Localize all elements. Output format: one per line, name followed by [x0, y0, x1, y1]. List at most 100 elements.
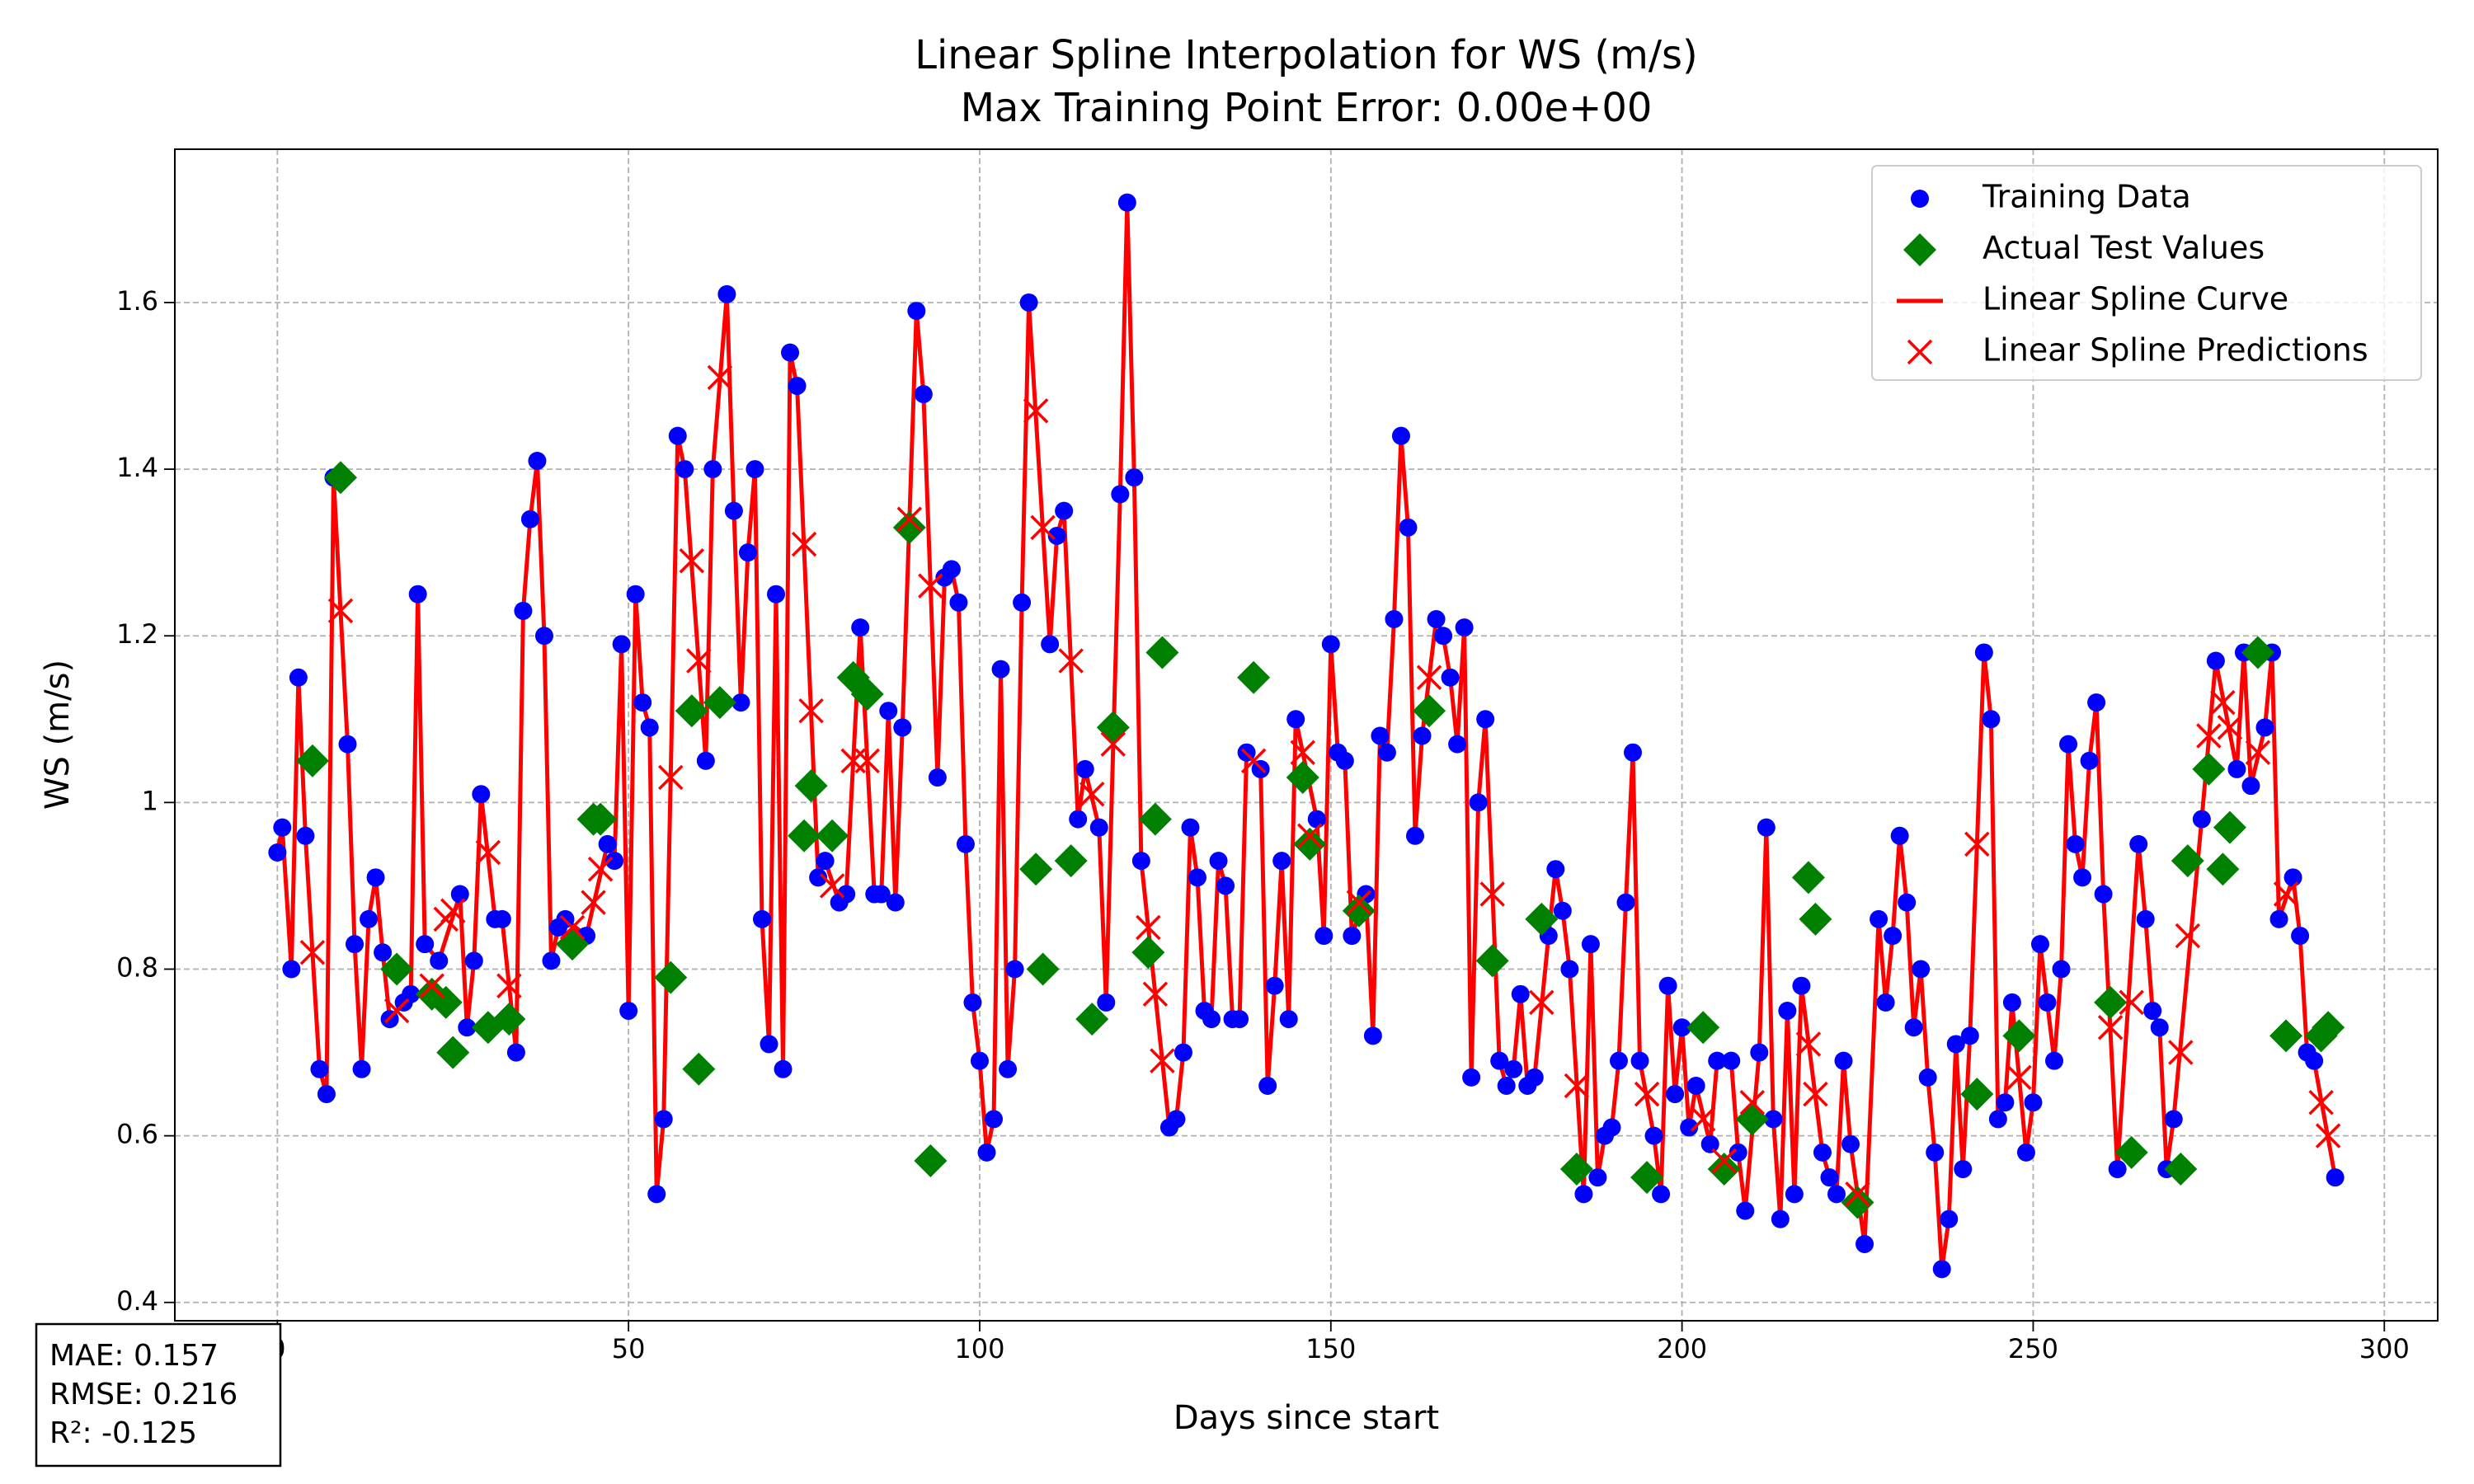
point: [419, 973, 444, 998]
stats-box: MAE: 0.157 RMSE: 0.216 R²: -0.125: [35, 1322, 282, 1468]
point: [1764, 1110, 1783, 1129]
x-axis-label: Days since start: [1174, 1399, 1439, 1437]
point: [1497, 1076, 1516, 1095]
point: [675, 460, 694, 479]
point: [1075, 759, 1094, 778]
point: [1792, 976, 1811, 995]
point: [1736, 1201, 1755, 1220]
point: [1019, 293, 1038, 312]
point: [612, 635, 631, 654]
point: [1286, 761, 1319, 795]
point: [1750, 1043, 1769, 1062]
point: [1055, 501, 1074, 520]
point: [731, 693, 750, 712]
point: [587, 856, 614, 882]
point: [914, 385, 933, 404]
point: [1996, 1093, 2015, 1112]
point: [1145, 636, 1179, 669]
point: [1005, 960, 1024, 979]
point: [1525, 1068, 1544, 1087]
point: [1845, 1181, 1870, 1207]
point: [2038, 993, 2057, 1012]
point: [1904, 1018, 1923, 1037]
point: [1602, 1118, 1621, 1137]
point: [289, 668, 308, 687]
point: [1258, 1076, 1277, 1095]
point: [1954, 1160, 1973, 1179]
y-tick-label: 0.4: [116, 1285, 158, 1317]
point: [1644, 1126, 1663, 1145]
point: [2171, 844, 2204, 878]
point: [1075, 1003, 1109, 1036]
point: [1413, 726, 1432, 745]
point: [2241, 777, 2260, 796]
point: [1041, 635, 1060, 654]
plot-area: [268, 193, 2345, 1279]
point: [1711, 1148, 1737, 1174]
point: [2284, 868, 2302, 887]
point: [963, 993, 982, 1012]
point: [2129, 834, 2148, 853]
point: [1089, 818, 1108, 837]
point: [658, 764, 684, 791]
point: [458, 1018, 477, 1037]
point: [1884, 927, 1903, 946]
point: [2164, 1110, 2183, 1129]
point: [1335, 751, 1354, 770]
point: [1399, 518, 1418, 537]
point: [1307, 810, 1326, 829]
legend-marker: [1907, 339, 1933, 365]
point: [282, 960, 301, 979]
point: [2326, 1168, 2345, 1187]
point: [1960, 1078, 1994, 1111]
point: [896, 506, 923, 532]
y-tick-label: 1.2: [116, 618, 158, 650]
point: [1974, 643, 1993, 662]
point: [1434, 627, 1453, 646]
point: [380, 952, 414, 986]
point: [774, 1059, 793, 1078]
point: [640, 718, 659, 737]
point: [1479, 881, 1505, 907]
point: [2024, 1093, 2043, 1112]
point: [1686, 1011, 1720, 1045]
point: [752, 909, 771, 928]
point: [1700, 1134, 1719, 1153]
point: [668, 426, 687, 445]
point: [1964, 831, 1990, 857]
point: [514, 601, 533, 620]
point: [430, 951, 449, 970]
point: [1757, 818, 1776, 837]
point: [1785, 1185, 1804, 1204]
point: [2119, 989, 2144, 1016]
point: [707, 364, 733, 391]
point: [2213, 810, 2246, 844]
point: [1525, 902, 1559, 936]
point: [1377, 743, 1396, 762]
point: [605, 852, 624, 871]
x-tick-label: 150: [1305, 1333, 1356, 1364]
point: [299, 940, 326, 965]
point: [1058, 648, 1084, 674]
point: [1079, 782, 1105, 807]
point: [1778, 1002, 1797, 1021]
point: [717, 284, 736, 303]
point: [1791, 861, 1825, 895]
point: [1427, 610, 1446, 629]
point: [626, 585, 645, 603]
point: [2206, 651, 2225, 670]
point: [1290, 740, 1315, 765]
point: [360, 909, 379, 928]
point: [886, 893, 905, 912]
point: [2206, 852, 2240, 886]
point: [738, 543, 757, 562]
point: [506, 1043, 525, 1062]
point: [809, 868, 828, 887]
point: [1342, 894, 1376, 928]
point: [2150, 1018, 2169, 1037]
point: [2217, 715, 2243, 740]
point: [2108, 1160, 2127, 1179]
point: [949, 593, 968, 612]
point: [1455, 618, 1474, 637]
point: [1609, 1051, 1628, 1070]
